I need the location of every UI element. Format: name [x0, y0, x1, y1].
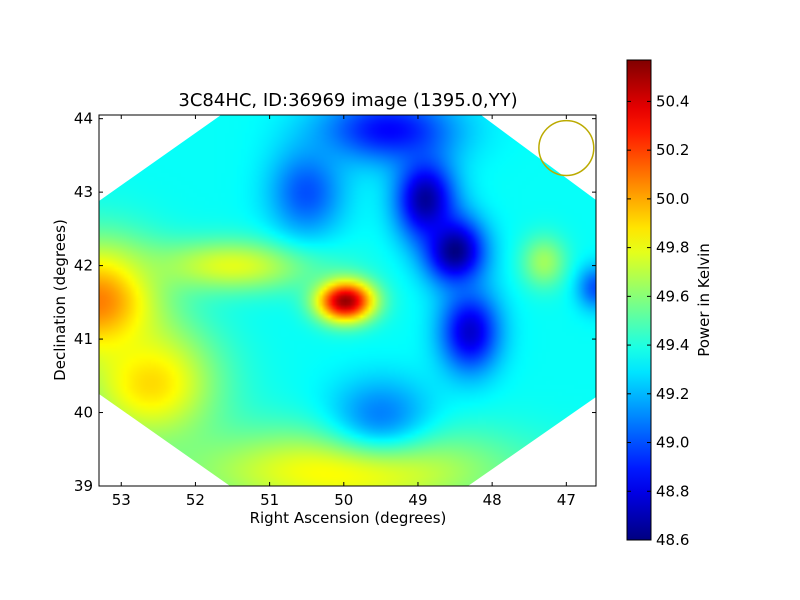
colorbar-ticks: 48.6 48.8 49.0 49.2 49.4 49.6 49.8 50.0 50.2 50.4 [627, 92, 689, 549]
colorbar-tick-label: 49.8 [656, 239, 689, 257]
colorbar-tick-label: 49.2 [656, 385, 689, 403]
y-tick-label: 39 [74, 477, 93, 495]
coverage-edge-mask-bottom-right [468, 397, 596, 486]
colorbar-tick-label: 49.4 [656, 336, 689, 354]
y-tick-label: 42 [74, 257, 93, 275]
beam-marker [538, 119, 595, 177]
y-tick-label: 43 [74, 183, 93, 201]
coverage-edge-mask-bottom-left [99, 394, 230, 486]
x-axis-label: Right Ascension (degrees) [250, 509, 447, 527]
x-tick-label: 49 [408, 491, 427, 509]
colorbar-tick-label: 49.6 [656, 287, 689, 305]
colorbar-tick-label: 50.0 [656, 190, 689, 208]
plot-frame [98, 114, 597, 487]
colorbar-tick-label: 48.8 [656, 482, 689, 500]
x-tick-label: 50 [334, 491, 353, 509]
y-tick-label: 40 [74, 404, 93, 422]
x-tick-label: 47 [557, 491, 576, 509]
coverage-edge-mask-top-left [99, 115, 221, 201]
coverage-edge-mask-top-right [481, 115, 596, 200]
y-tick-label: 41 [74, 330, 93, 348]
chart-title: 3C84HC, ID:36969 image (1395.0,YY) [178, 90, 517, 111]
x-tick-label: 51 [260, 491, 279, 509]
colorbar-tick-label: 49.0 [656, 434, 689, 452]
heatmap-image [99, 115, 596, 486]
x-tick-label: 52 [186, 491, 205, 509]
x-axis-ticks: 53 52 51 50 49 48 47 [112, 115, 576, 509]
x-tick-label: 53 [112, 491, 131, 509]
y-axis-label: Declination (degrees) [51, 219, 69, 381]
x-tick-label: 48 [483, 491, 502, 509]
colorbar-tick-label: 48.6 [656, 531, 689, 549]
colorbar-tick-label: 50.4 [656, 92, 689, 110]
colorbar-label: Power in Kelvin [695, 243, 713, 357]
heatmap-area [99, 115, 596, 486]
colorbar [626, 59, 652, 541]
y-axis-ticks: 39 40 41 42 43 44 [74, 110, 596, 495]
colorbar-tick-label: 50.2 [656, 141, 689, 159]
y-tick-label: 44 [74, 110, 93, 128]
